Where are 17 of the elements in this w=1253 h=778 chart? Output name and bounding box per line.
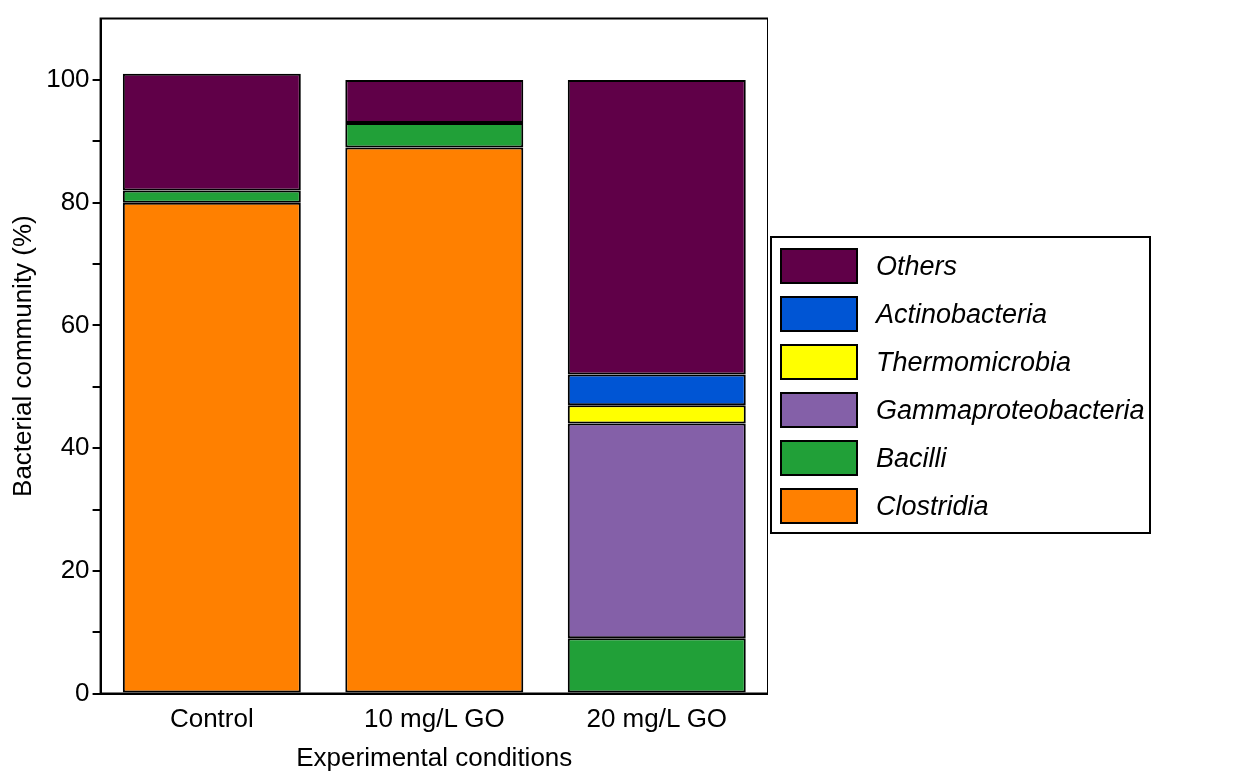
x-tick-label: Control [169,703,254,734]
y-tick-label: 20 [60,554,90,585]
x-tick-label: 10 mg/L GO [363,703,505,734]
y-tick-label: 40 [60,431,90,462]
legend-label: Thermomicrobia [876,346,1072,378]
y-tick-label: 80 [60,185,90,216]
x-axis-title: Experimental conditions [296,741,573,772]
y-axis-title: Bacterial community (%) [6,215,37,497]
y-tick-label: 60 [60,308,90,339]
legend-label: Actinobacteria [876,298,1048,330]
legend-label: Bacilli [876,442,947,474]
legend-label: Others [876,250,958,282]
legend-label: Clostridia [876,490,989,522]
legend-label: Gammaproteobacteria [876,394,1145,426]
y-tick-label: 0 [75,676,90,707]
x-tick-label: 20 mg/L GO [586,703,728,734]
y-tick-label: 100 [46,63,90,94]
